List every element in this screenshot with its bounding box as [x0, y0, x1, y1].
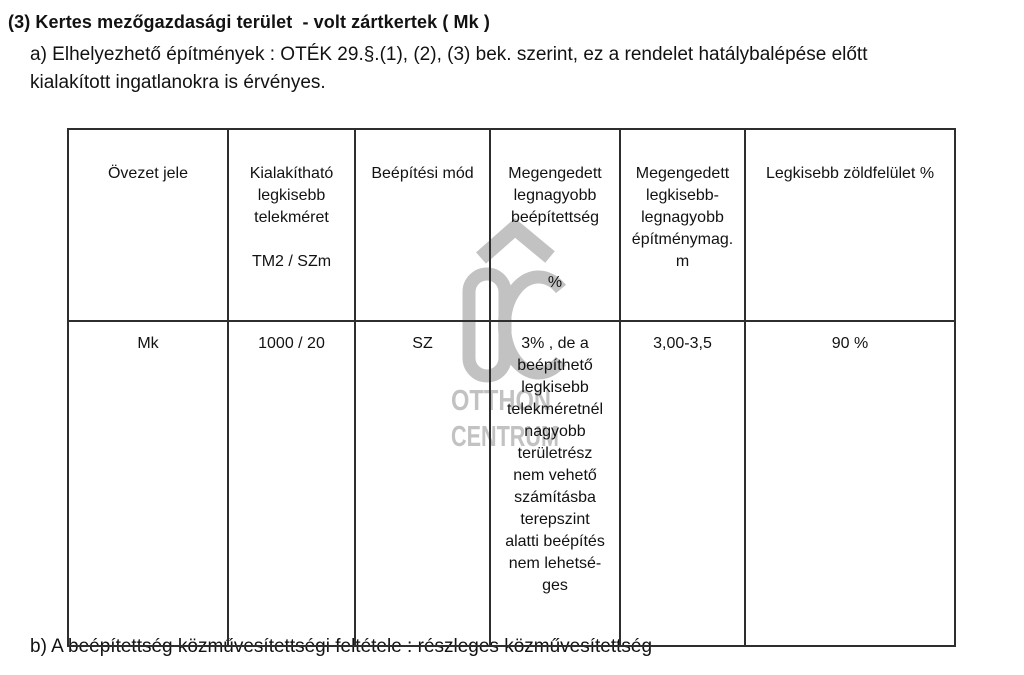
header-cell-telekmeret: Kialakítható legkisebb telekméret TM2 / … [227, 128, 356, 322]
section-heading: (3) Kertes mezőgazdasági terület - volt … [8, 12, 490, 32]
header-text: Megengedett legnagyobb beépítettség [508, 165, 602, 226]
header-cell-epitmenymagassag: Megengedett legkisebb- legnagyobb építmé… [619, 128, 746, 322]
zoning-parameters-table: Övezet jele Kialakítható legkisebb telek… [67, 128, 956, 647]
header-cell-beepitettseg: Megengedett legnagyobb beépítettség % [489, 128, 621, 322]
header-cell-beepitesi-mod: Beépítési mód [354, 128, 491, 322]
header-text: Beépítési mód [371, 165, 474, 182]
table-header-row: Övezet jele Kialakítható legkisebb telek… [67, 128, 956, 322]
header-text: Legkisebb zöldfelület % [765, 165, 935, 182]
header-text: Megengedett legkisebb- legnagyobb építmé… [631, 165, 734, 270]
zoning-table-container: Övezet jele Kialakítható legkisebb telek… [67, 128, 956, 647]
cell-beepitettseg: 3% , de a beépíthető legkisebb telekmére… [489, 320, 621, 647]
header-text: Övezet jele [107, 165, 189, 182]
header-cell-zoldfelulet: Legkisebb zöldfelület % [744, 128, 956, 322]
cell-ovezet-jele: Mk [67, 320, 229, 647]
cell-epitmenymagassag: 3,00-3,5 [619, 320, 746, 647]
cell-beepitesi-mod: SZ [354, 320, 491, 647]
cell-zoldfelulet: 90 % [744, 320, 956, 647]
cell-telekmeret: 1000 / 20 [227, 320, 356, 647]
header-cell-ovezet-jele: Övezet jele [67, 128, 229, 322]
table-row: Mk 1000 / 20 SZ 3% , de a beépíthető leg… [67, 320, 956, 647]
header-text: Kialakítható legkisebb telekméret TM2 / … [249, 165, 334, 270]
paragraph-a: a) Elhelyezhető építmények : OTÉK 29.§.(… [30, 44, 868, 93]
header-unit-percent: % [547, 274, 563, 291]
